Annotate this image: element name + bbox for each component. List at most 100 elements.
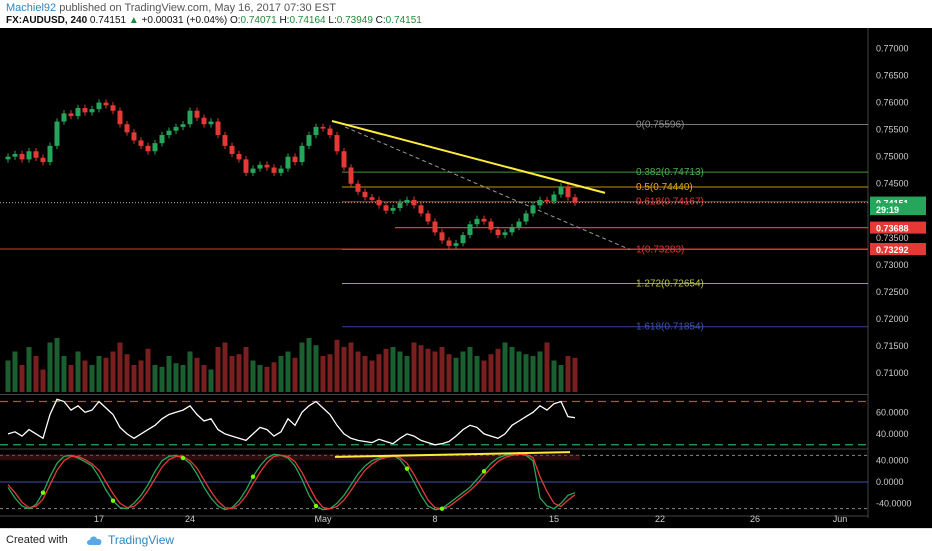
footer: Created with TradingView	[0, 528, 932, 551]
x-tick-label: 17	[94, 514, 104, 524]
candle-body	[187, 110, 193, 125]
open-label: O:	[229, 15, 241, 26]
candle-body	[292, 156, 298, 163]
volume-bar	[250, 360, 256, 392]
volume-bar	[271, 362, 277, 392]
volume-bar	[173, 363, 179, 392]
candle	[159, 131, 165, 147]
candle	[474, 215, 480, 228]
price-label: 0.73292	[876, 245, 909, 255]
candle	[355, 180, 361, 196]
volume-bar	[292, 357, 298, 392]
chart-area[interactable]: 0.77000 0.76500 0.76000 0.75500 0.75000 0.745…	[0, 28, 932, 528]
price-tick-label: 0.75000	[876, 152, 909, 162]
candle	[75, 104, 81, 120]
candle-body	[341, 151, 347, 168]
candle	[530, 202, 536, 217]
volume-bar	[103, 357, 109, 392]
candle	[33, 148, 39, 161]
x-tick-label: 22	[655, 514, 665, 524]
candle-body	[166, 130, 172, 136]
candle	[467, 221, 473, 239]
candle	[138, 137, 144, 150]
candle-body	[530, 205, 536, 214]
stoch-cross-marker	[439, 506, 445, 511]
candle	[278, 165, 284, 177]
price-label-box	[870, 203, 926, 216]
volume-bar	[418, 345, 424, 392]
candle-body	[159, 135, 165, 144]
volume-bar	[257, 365, 263, 392]
candle-body	[131, 132, 137, 141]
candle	[425, 210, 431, 225]
candle-body	[33, 151, 39, 158]
volume-bar	[453, 357, 459, 392]
candle	[411, 196, 417, 209]
candle-body	[362, 191, 368, 198]
volume-bar	[313, 345, 319, 392]
stoch-cross-marker	[481, 469, 487, 474]
candle-body	[236, 153, 242, 160]
candle-body	[117, 110, 123, 125]
volume-bar	[187, 351, 193, 392]
x-tick-label: 24	[185, 514, 195, 524]
volume-bar	[544, 342, 550, 392]
chart-svg[interactable]: 0.77000 0.76500 0.76000 0.75500 0.75000 0.745…	[0, 28, 932, 528]
volume-bar	[12, 351, 18, 392]
candle-body	[425, 213, 431, 222]
price-tick-label: 0.71000	[876, 368, 909, 378]
candle-body	[103, 102, 109, 106]
price-tick-label: 0.72000	[876, 314, 909, 324]
author-link[interactable]: Machiel92	[6, 2, 57, 14]
low-label: L:	[328, 15, 337, 26]
price-tick-label: 0.75500	[876, 125, 909, 135]
low-value: 0.73949	[336, 15, 373, 26]
volume-bar	[383, 348, 389, 392]
candle-body	[488, 221, 494, 230]
candle	[306, 131, 312, 150]
candle-body	[383, 205, 389, 211]
volume-bar	[61, 356, 67, 392]
volume-bar	[460, 351, 466, 392]
volume-bar	[572, 357, 578, 392]
fib-level-label: 0.382(0.74713)	[636, 167, 704, 178]
open-value: 0.74071	[240, 15, 277, 26]
candle	[236, 150, 242, 163]
candle	[537, 196, 543, 209]
candle	[12, 150, 18, 160]
candle	[460, 231, 466, 247]
volume-bar	[180, 365, 186, 392]
price-tick-label: 0.74500	[876, 179, 909, 189]
candle	[369, 193, 375, 204]
stoch-cross-marker	[180, 455, 186, 461]
candle	[243, 156, 249, 177]
candle	[446, 237, 452, 250]
volume-bar	[348, 342, 354, 392]
candle-body	[509, 226, 515, 233]
candle-body	[313, 126, 319, 136]
volume-bar	[82, 360, 88, 392]
candle	[194, 107, 200, 121]
candle	[54, 118, 60, 150]
candle	[292, 153, 298, 166]
candle-body	[404, 199, 410, 203]
candle-body	[138, 140, 144, 146]
x-tick-label: May	[314, 514, 332, 524]
candle-body	[474, 218, 480, 225]
projection-line	[344, 126, 631, 251]
candle	[439, 229, 445, 244]
candle-body	[194, 110, 200, 118]
last-price: 0.74151	[89, 15, 127, 26]
candle-body	[285, 156, 291, 169]
candle	[222, 131, 228, 150]
rsi-line	[7, 398, 576, 446]
volume-bar	[124, 354, 130, 392]
candle	[82, 104, 88, 116]
high-label: H:	[279, 15, 290, 26]
candle	[418, 202, 424, 217]
tradingview-logo[interactable]: TradingView	[86, 532, 174, 548]
volume-bar	[446, 354, 452, 392]
candle-body	[278, 168, 284, 173]
volume-bar	[565, 356, 571, 392]
